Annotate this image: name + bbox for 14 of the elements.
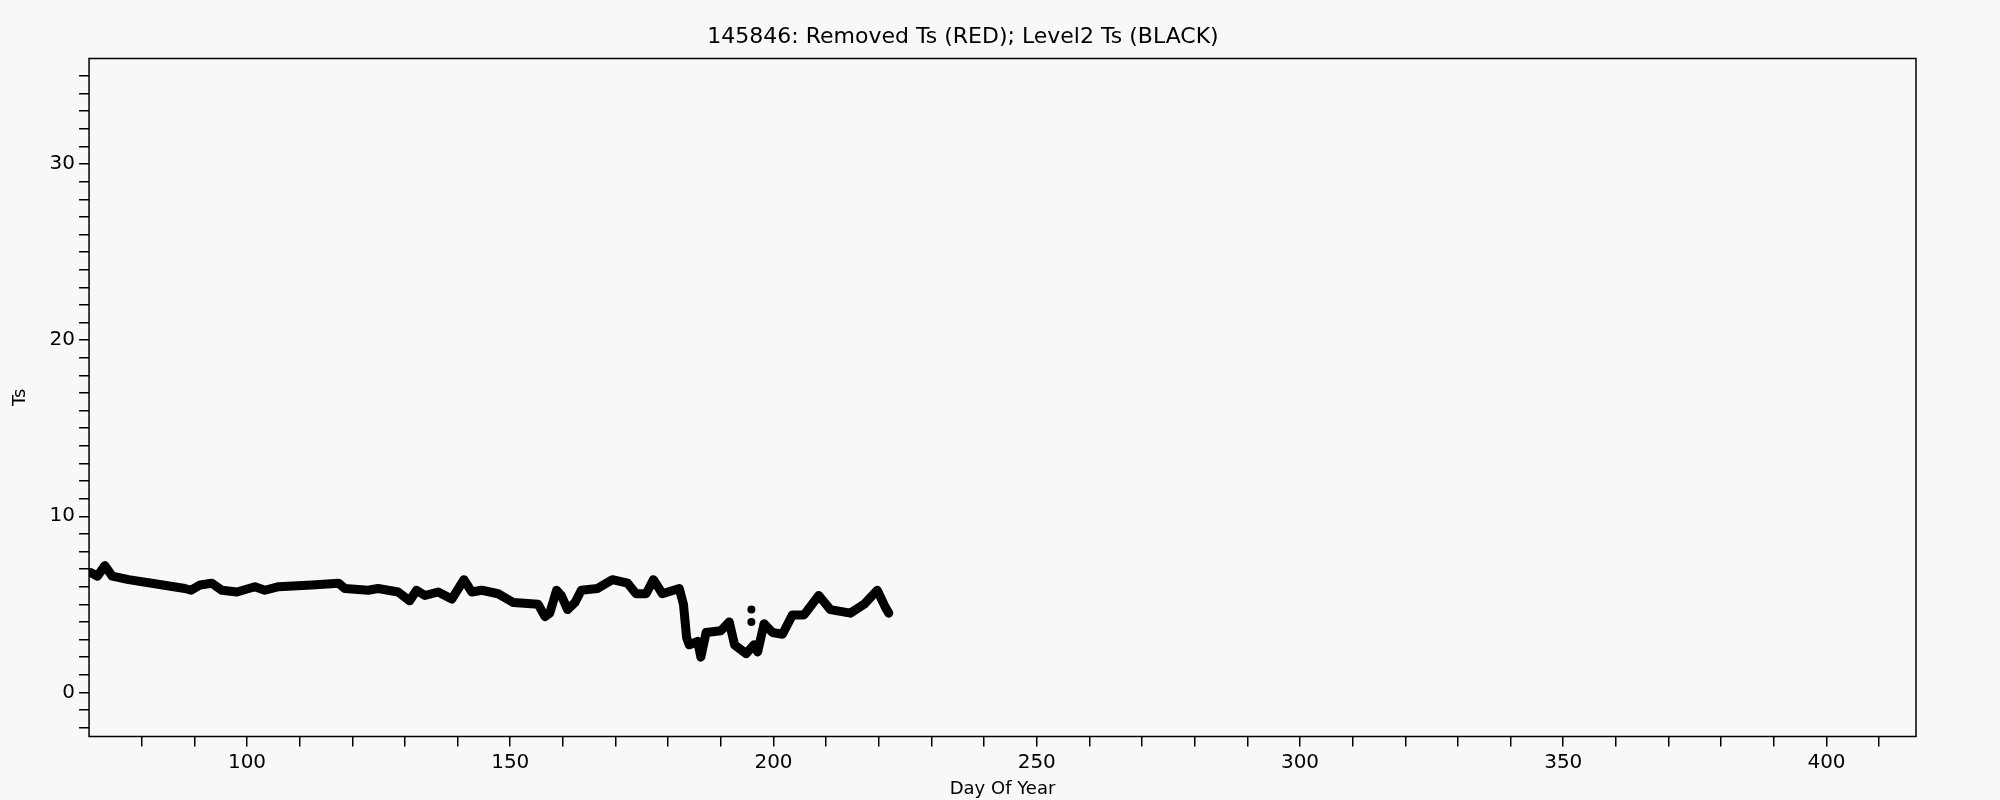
x-tick-label: 350: [1544, 748, 1583, 773]
y-tick-label: 0: [62, 678, 76, 703]
x-tick-label: 150: [491, 748, 530, 773]
y-tick-label: 20: [49, 326, 76, 351]
y-tick-label: 10: [49, 502, 76, 527]
x-tick-label: 250: [1017, 748, 1056, 773]
x-tick-label: 300: [1280, 748, 1320, 773]
x-axis-title: Day Of Year: [949, 776, 1056, 798]
y-axis-title: Ts: [8, 388, 30, 408]
x-tick-label: 200: [754, 748, 793, 773]
chart-title: 145846: Removed Ts (RED); Level2 Ts (BLACK): [707, 22, 1219, 48]
x-tick-label: 400: [1807, 748, 1846, 773]
y-tick-label: 30: [49, 150, 76, 175]
x-tick-label: 100: [227, 748, 267, 773]
